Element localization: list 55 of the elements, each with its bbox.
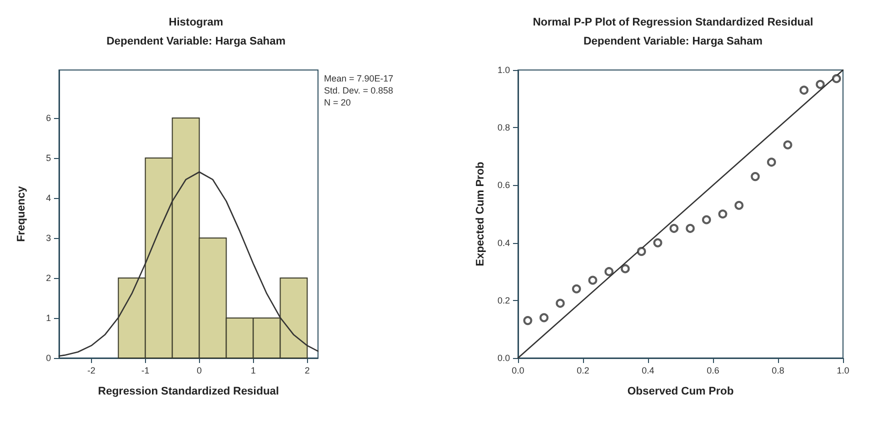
x-tick-label: 2 [304, 366, 310, 376]
x-tick-label: 0 [196, 366, 202, 376]
y-tick-label: 1 [46, 313, 51, 323]
point [604, 267, 614, 276]
y-tick-label: 1.0 [497, 65, 510, 75]
x-tick-label: 0.0 [512, 366, 524, 376]
text: Mean = 7.90E-17 [324, 74, 394, 84]
chart-subtitle: Dependent Variable: Harga Saham [583, 36, 763, 48]
y-tick-label: 0.2 [497, 295, 510, 306]
chart-subtitle: Dependent Variable: Harga Saham [106, 36, 286, 48]
point [556, 298, 565, 308]
point [670, 224, 678, 233]
chart-title: Histogram [168, 16, 224, 28]
x-axis-title: Regression Standardized Residual [98, 386, 279, 398]
x-tick-label: 0.6 [706, 366, 720, 376]
y-tick-label: 6 [46, 113, 51, 123]
x-tick-label: 0.2 [576, 366, 590, 376]
point [540, 313, 548, 322]
text: N = 20 [324, 98, 351, 108]
chart-title: Normal P-P Plot of Regression Standardized Residual [532, 16, 814, 28]
point [767, 158, 776, 167]
point [750, 172, 760, 182]
point [653, 238, 662, 248]
point [734, 200, 744, 210]
point [816, 80, 825, 89]
x-tick-label: -2 [87, 366, 96, 376]
x-tick-label: -1 [141, 366, 150, 376]
y-tick-label: 0.0 [497, 353, 510, 363]
point [588, 276, 598, 285]
y-tick-label: 0.6 [497, 180, 510, 190]
point [523, 316, 532, 326]
x-tick-label: 1 [250, 366, 256, 376]
y-axis-title: Expected Cum Prob [474, 161, 486, 266]
point [637, 246, 646, 256]
text: Std. Dev. = 0.858 [324, 86, 394, 96]
point [686, 224, 695, 233]
y-tick-label: 3 [46, 233, 51, 243]
point [800, 86, 808, 95]
point [832, 74, 841, 84]
y-tick-label: 0.8 [497, 122, 510, 133]
y-tick-label: 0.4 [497, 238, 510, 248]
y-tick-label: 2 [46, 273, 51, 283]
point [620, 264, 630, 274]
point [718, 210, 728, 218]
x-tick-label: 0.4 [642, 366, 654, 376]
x-tick-label: 1.0 [836, 366, 850, 376]
point [702, 215, 711, 224]
point [783, 140, 792, 150]
y-axis-title: Frequency [16, 185, 28, 242]
y-tick-label: 4 [46, 193, 51, 203]
x-tick-label: 0.8 [772, 366, 784, 376]
point [572, 284, 581, 294]
y-tick-label: 5 [46, 153, 51, 163]
x-axis-title: Observed Cum Prob [627, 386, 734, 398]
y-tick-label: 0 [46, 353, 51, 363]
